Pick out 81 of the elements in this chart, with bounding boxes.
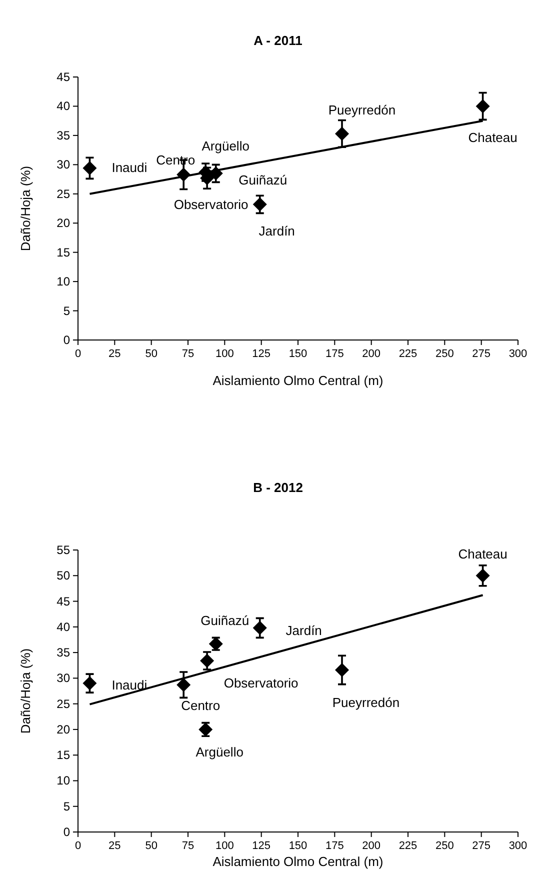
x-tick-label: 275 <box>472 840 491 852</box>
annotation: Centro <box>181 698 220 713</box>
point <box>252 197 267 212</box>
y-tick-label: 30 <box>56 158 70 172</box>
y-tick-label: 20 <box>56 216 70 230</box>
x-tick-label: 0 <box>74 348 82 360</box>
x-tick-label: 150 <box>288 348 308 360</box>
x-tick-label: 200 <box>362 348 381 360</box>
y-tick-label: 15 <box>56 245 70 260</box>
y-tick-label: 0 <box>63 825 70 839</box>
annotation: Observatorio <box>224 676 298 691</box>
point <box>198 722 213 738</box>
annotation: Inaudi <box>112 160 148 176</box>
point <box>82 161 97 176</box>
y-tick-label: 5 <box>63 799 70 814</box>
point <box>252 620 267 635</box>
y-tick-label: 45 <box>56 70 70 84</box>
annotation: Jardín <box>286 622 322 638</box>
x-tick-label: 50 <box>145 840 158 852</box>
y-tick-label: 50 <box>56 568 70 583</box>
x-tick-label: 125 <box>252 348 271 360</box>
x-tick-label: 250 <box>435 840 454 852</box>
y-tick-label: 0 <box>63 333 70 347</box>
x-axis-title: Aislamiento Olmo Central (m) <box>212 373 384 388</box>
x-tick-label: 50 <box>145 348 158 360</box>
chart-title: A - 2011 <box>254 33 302 48</box>
y-tick-label: 35 <box>56 128 70 142</box>
x-tick-label: 100 <box>215 840 234 852</box>
annotation: Jardín <box>258 223 295 238</box>
x-tick-label: 250 <box>435 348 454 360</box>
y-tick-label: 35 <box>56 646 70 660</box>
y-tick-label: 25 <box>56 696 70 711</box>
x-axis-title: Aislamiento Olmo Central (m) <box>212 854 384 869</box>
y-axis-title: Daño/Hoja (%) <box>18 166 33 252</box>
y-tick-label: 40 <box>56 620 70 634</box>
annotation: Guiñazú <box>200 612 250 628</box>
annotation: Argüello <box>196 744 244 760</box>
annotation: Chateau <box>458 546 508 562</box>
y-tick-label: 15 <box>56 748 70 762</box>
x-tick-label: 100 <box>215 348 234 360</box>
y-tick-label: 30 <box>56 671 70 686</box>
x-tick-label: 25 <box>108 840 121 852</box>
point <box>200 654 214 668</box>
y-tick-label: 10 <box>56 774 70 788</box>
annotation: Pueyrredón <box>332 694 400 710</box>
x-tick-label: 300 <box>508 348 528 360</box>
y-tick-label: 5 <box>63 304 70 318</box>
annotation: Centro <box>156 152 196 168</box>
point <box>476 99 490 114</box>
annotation: Guiñazú <box>238 172 288 188</box>
annotation: Chateau <box>468 130 518 146</box>
x-tick-label: 0 <box>74 840 82 852</box>
y-tick-label: 10 <box>56 274 70 289</box>
point <box>476 568 490 583</box>
x-tick-label: 75 <box>182 348 194 360</box>
y-tick-label: 20 <box>56 722 70 736</box>
annotation: Argüello <box>202 138 250 154</box>
annotation: Inaudi <box>112 677 148 692</box>
chart-title: B - 2012 <box>253 480 303 495</box>
point <box>335 126 349 141</box>
point <box>335 662 349 677</box>
x-tick-label: 275 <box>472 348 491 360</box>
annotation: Observatorio <box>174 197 248 212</box>
y-tick-label: 55 <box>56 543 70 557</box>
y-tick-label: 45 <box>56 594 70 608</box>
x-tick-label: 25 <box>108 348 121 360</box>
x-tick-label: 225 <box>398 840 418 852</box>
y-axis-title: Daño/Hoja (%) <box>18 648 33 734</box>
x-tick-label: 225 <box>398 348 418 360</box>
x-tick-label: 300 <box>508 840 528 852</box>
x-tick-label: 175 <box>325 348 344 360</box>
y-tick-label: 25 <box>56 186 70 201</box>
annotation: Pueyrredón <box>328 102 396 118</box>
x-tick-label: 75 <box>182 840 194 852</box>
x-tick-label: 125 <box>252 840 271 852</box>
x-tick-label: 175 <box>325 840 344 852</box>
x-tick-label: 200 <box>362 840 381 852</box>
point <box>176 678 191 692</box>
x-tick-label: 150 <box>288 840 308 852</box>
y-tick-label: 40 <box>56 99 70 114</box>
point <box>82 676 97 690</box>
